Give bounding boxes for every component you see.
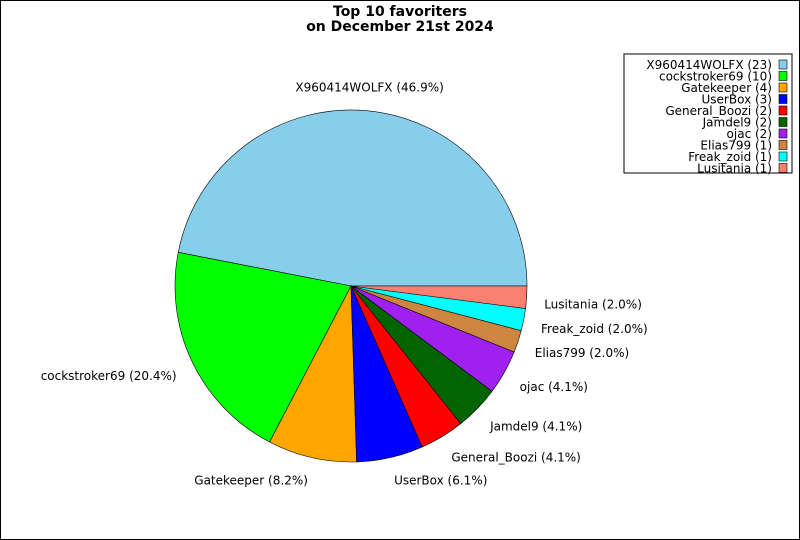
slice-label: Gatekeeper (8.2%) (194, 474, 308, 488)
legend-entry: UserBox (3) (702, 93, 772, 107)
slice-label: Jamdel9 (4.1%) (489, 420, 582, 434)
legend-swatch (778, 140, 788, 150)
legend-entry: cockstroker69 (10) (659, 70, 772, 84)
slice-label: General_Boozi (4.1%) (451, 451, 581, 465)
legend-swatch (778, 117, 788, 127)
legend-entry: Jamdel9 (2) (702, 116, 772, 130)
legend-swatch (778, 82, 788, 93)
legend-entry: Freak_zoid (1) (688, 150, 772, 164)
legend-swatch (778, 59, 788, 70)
legend-entry: ojac (2) (727, 127, 772, 141)
legend-swatch (778, 71, 788, 81)
pie-slice-cockstroker69 (174, 252, 352, 443)
slice-label: Freak_zoid (2.0%) (541, 322, 648, 336)
legend-entry: General_Boozi (2) (665, 104, 772, 118)
slice-label: X960414WOLFX (46.9%) (295, 80, 443, 94)
pie-slice-X960414WOLFX (177, 109, 528, 287)
legend-box (623, 53, 793, 174)
legend-entry: X960414WOLFX (23) (646, 58, 772, 72)
pie-slice-Lusitania (350, 285, 528, 309)
slice-label: Elias799 (2.0%) (535, 346, 629, 360)
legend-swatch (778, 94, 788, 104)
legend-swatch (778, 105, 788, 116)
legend-swatch (778, 163, 788, 173)
chart-title-line-1: Top 10 favoriters (333, 4, 467, 20)
slice-label: UserBox (6.1%) (394, 474, 487, 488)
slice-label: Lusitania (2.0%) (544, 297, 642, 311)
slice-label: cockstroker69 (20.4%) (41, 369, 177, 383)
slice-label: ojac (4.1%) (520, 380, 588, 394)
legend-swatch (778, 128, 788, 139)
legend-entry: Lusitania (1) (697, 162, 772, 176)
legend-swatch (778, 151, 788, 162)
chart-title-line-2: on December 21st 2024 (306, 19, 494, 35)
legend-entry: Elias799 (1) (700, 139, 772, 153)
pie-slice-Gatekeeper (269, 284, 357, 463)
legend-entry: Gatekeeper (4) (681, 81, 772, 95)
